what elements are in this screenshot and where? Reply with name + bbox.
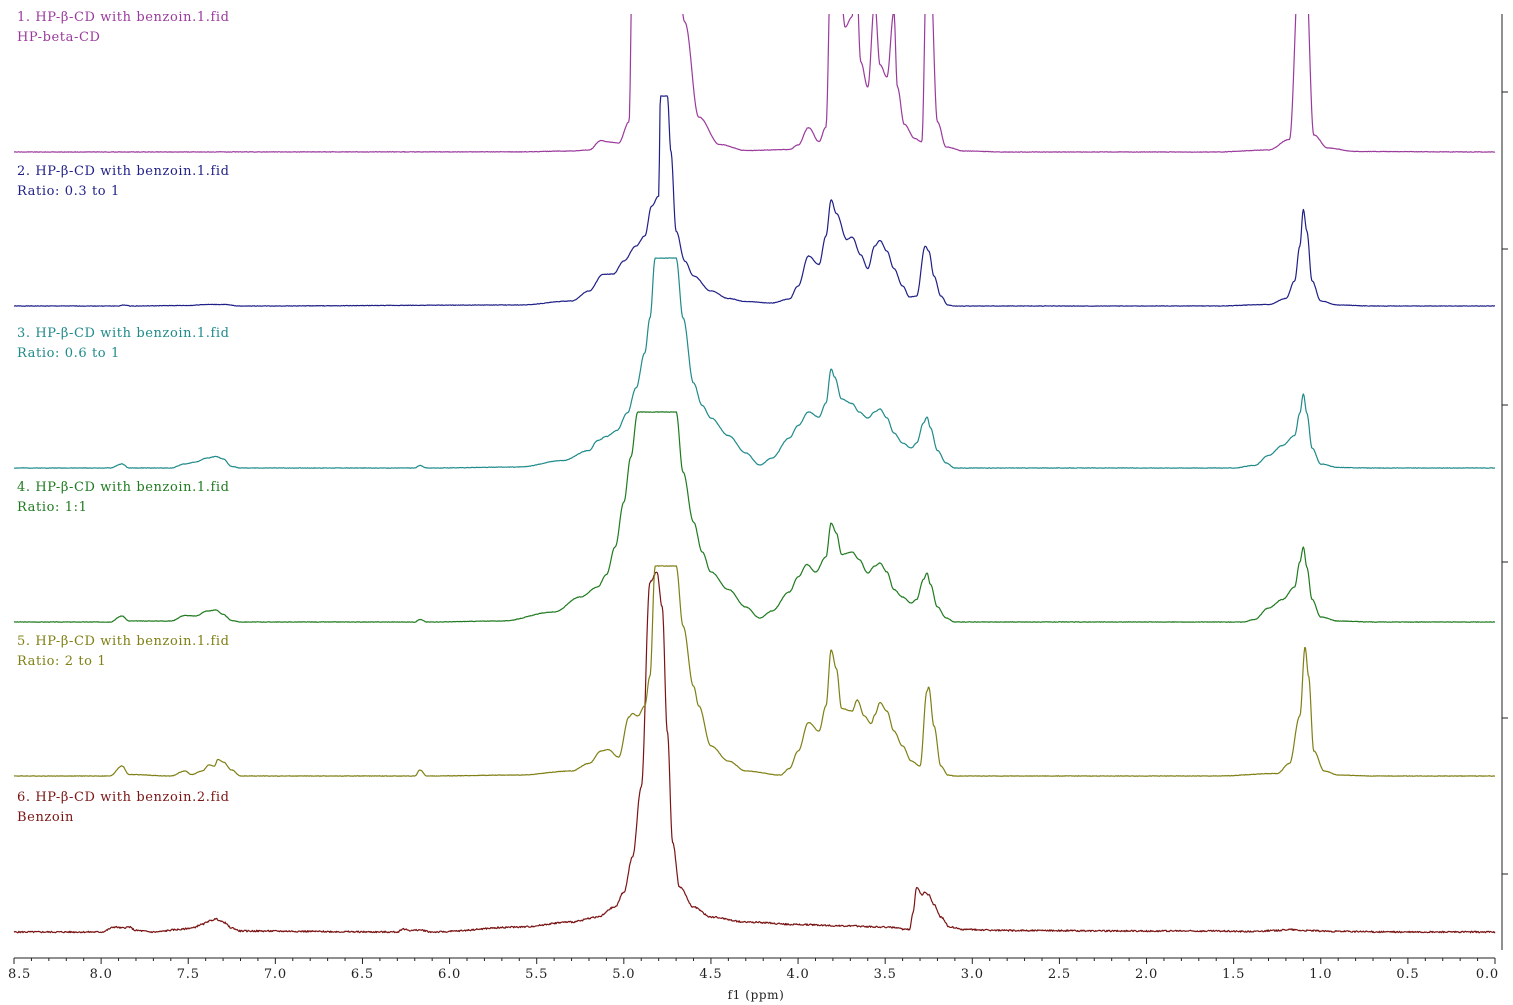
x-tick-label: 8.5 bbox=[8, 967, 31, 982]
spectrum-name-2: 2. HP-β-CD with benzoin.1.fid bbox=[17, 164, 230, 179]
x-axis: 8.5 8.0 7.5 7.0 6.5 6.0 5.5 5.0 4.5 4.0 3.5 3.0 2.5 2… bbox=[8, 957, 1499, 982]
spectrum-subtitle-5: Ratio: 2 to 1 bbox=[17, 654, 106, 669]
x-tick-label: 8.0 bbox=[90, 967, 113, 982]
x-tick-label: 7.5 bbox=[177, 967, 200, 982]
spectra-layer bbox=[13, 14, 1496, 934]
x-tick-label: 3.5 bbox=[874, 967, 897, 982]
x-tick-label: 2.5 bbox=[1048, 967, 1071, 982]
spectrum-subtitle-1: HP-beta-CD bbox=[17, 30, 101, 45]
intensity-axis bbox=[1501, 14, 1508, 950]
spectrum-name-4: 4. HP-β-CD with benzoin.1.fid bbox=[17, 480, 230, 495]
x-tick-label: 1.0 bbox=[1309, 967, 1332, 982]
x-tick-label: 2.0 bbox=[1135, 967, 1158, 982]
spectrum-name-6: 6. HP-β-CD with benzoin.2.fid bbox=[17, 790, 230, 805]
spectrum-labels-layer: 1. HP-β-CD with benzoin.1.fid HP-beta-CD 2… bbox=[17, 10, 230, 825]
spectrum-name-5: 5. HP-β-CD with benzoin.1.fid bbox=[17, 634, 230, 649]
spectrum-subtitle-6: Benzoin bbox=[17, 810, 74, 825]
x-tick-label: 0.0 bbox=[1476, 967, 1499, 982]
x-tick-label: 7.0 bbox=[264, 967, 287, 982]
spectrum-line-3 bbox=[13, 257, 1496, 469]
spectrum-line-6 bbox=[13, 571, 1496, 934]
spectrum-line-5 bbox=[13, 565, 1496, 777]
x-tick-label: 5.5 bbox=[525, 967, 548, 982]
x-tick-label: 4.0 bbox=[787, 967, 810, 982]
spectrum-line-1 bbox=[13, 14, 1496, 153]
x-axis-title: f1 (ppm) bbox=[728, 988, 785, 1002]
x-tick-label: 6.5 bbox=[351, 967, 374, 982]
x-tick-label: 5.0 bbox=[612, 967, 635, 982]
spectrum-line-2 bbox=[13, 95, 1496, 307]
spectrum-subtitle-3: Ratio: 0.6 to 1 bbox=[17, 346, 120, 361]
spectrum-subtitle-2: Ratio: 0.3 to 1 bbox=[17, 184, 120, 199]
spectrum-line-4 bbox=[13, 411, 1496, 623]
x-tick-label: 3.0 bbox=[961, 967, 984, 982]
spectrum-name-1: 1. HP-β-CD with benzoin.1.fid bbox=[17, 10, 230, 25]
x-tick-label: 1.5 bbox=[1222, 967, 1245, 982]
x-tick-label: 0.5 bbox=[1396, 967, 1419, 982]
x-tick-label: 4.5 bbox=[699, 967, 722, 982]
spectrum-name-3: 3. HP-β-CD with benzoin.1.fid bbox=[17, 326, 230, 341]
spectrum-subtitle-4: Ratio: 1:1 bbox=[17, 500, 87, 515]
x-tick-label: 6.0 bbox=[438, 967, 461, 982]
